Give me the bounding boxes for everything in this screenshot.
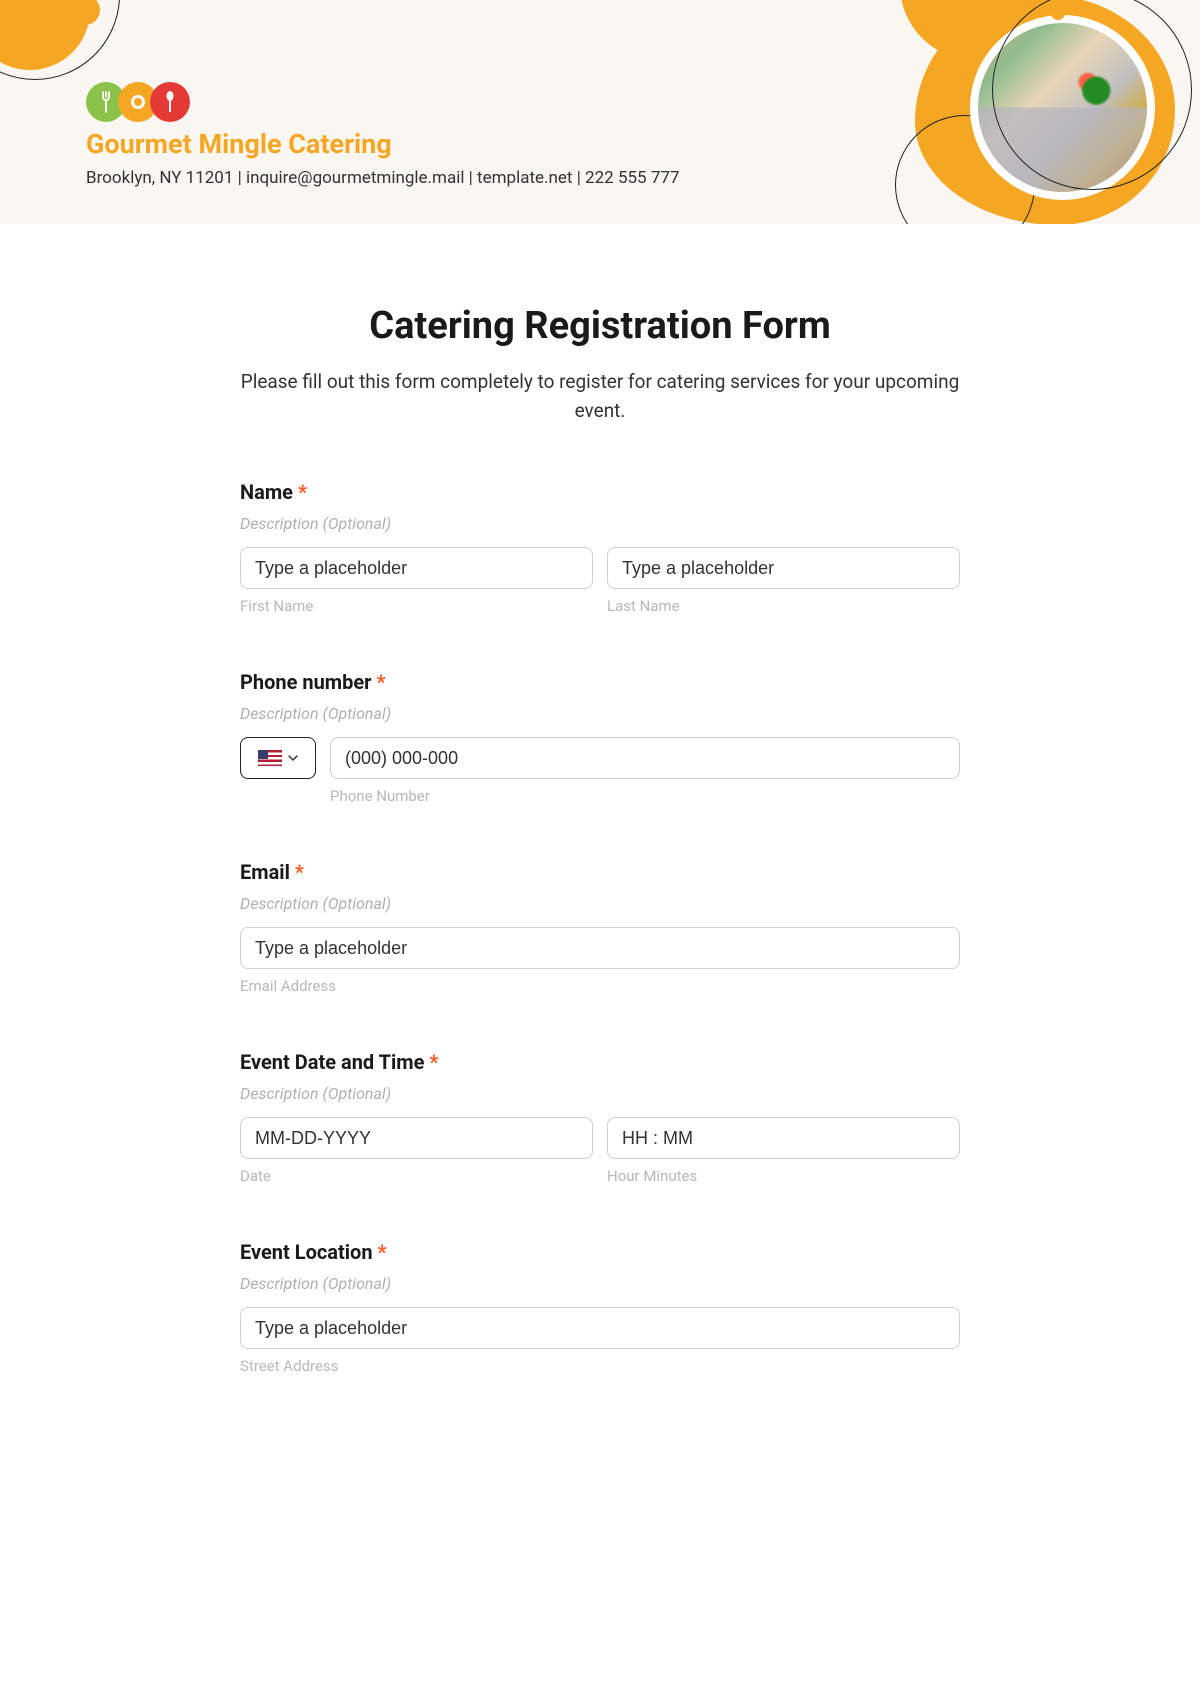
name-field-group: Name * Description (Optional) First Name… [240, 480, 960, 615]
country-code-select[interactable] [240, 737, 316, 779]
email-label-text: Email [240, 860, 290, 884]
required-mark: * [298, 480, 307, 504]
datetime-label-text: Event Date and Time [240, 1050, 424, 1074]
first-name-input[interactable] [240, 547, 593, 589]
email-description: Description (Optional) [240, 894, 960, 913]
required-mark: * [429, 1050, 438, 1074]
first-name-sublabel: First Name [240, 597, 593, 615]
time-sublabel: Hour Minutes [607, 1167, 960, 1185]
location-label-text: Event Location [240, 1240, 373, 1264]
required-mark: * [376, 670, 385, 694]
phone-number-input[interactable] [330, 737, 960, 779]
phone-field-group: Phone number * Description (Optional) Ph… [240, 670, 960, 805]
last-name-input[interactable] [607, 547, 960, 589]
logo-area: Gourmet Mingle Catering Brooklyn, NY 112… [86, 82, 679, 188]
name-label-text: Name [240, 480, 293, 504]
chevron-down-icon [288, 753, 298, 763]
street-address-sublabel: Street Address [240, 1357, 960, 1375]
form-title: Catering Registration Form [240, 304, 960, 348]
date-input[interactable] [240, 1117, 593, 1159]
phone-number-sublabel: Phone Number [330, 787, 960, 805]
phone-label: Phone number * [240, 670, 960, 694]
date-sublabel: Date [240, 1167, 593, 1185]
form-container: Catering Registration Form Please fill o… [190, 224, 1010, 1470]
email-input[interactable] [240, 927, 960, 969]
datetime-field-group: Event Date and Time * Description (Optio… [240, 1050, 960, 1185]
logo-icons [86, 82, 679, 122]
location-field-group: Event Location * Description (Optional) … [240, 1240, 960, 1375]
email-label: Email * [240, 860, 960, 884]
us-flag-icon [258, 750, 282, 766]
spoon-icon [150, 82, 190, 122]
header-banner: Gourmet Mingle Catering Brooklyn, NY 112… [0, 0, 1200, 224]
last-name-sublabel: Last Name [607, 597, 960, 615]
datetime-label: Event Date and Time * [240, 1050, 960, 1074]
email-field-group: Email * Description (Optional) Email Add… [240, 860, 960, 995]
name-label: Name * [240, 480, 960, 504]
required-mark: * [378, 1240, 387, 1264]
phone-description: Description (Optional) [240, 704, 960, 723]
decor-dot [1051, 6, 1065, 20]
datetime-description: Description (Optional) [240, 1084, 960, 1103]
phone-label-text: Phone number [240, 670, 371, 694]
decor-ring [0, 0, 120, 80]
location-description: Description (Optional) [240, 1274, 960, 1293]
name-description: Description (Optional) [240, 514, 960, 533]
email-sublabel: Email Address [240, 977, 960, 995]
required-mark: * [295, 860, 304, 884]
location-label: Event Location * [240, 1240, 960, 1264]
company-name: Gourmet Mingle Catering [86, 128, 679, 160]
company-info: Brooklyn, NY 11201 | inquire@gourmetming… [86, 168, 679, 188]
time-input[interactable] [607, 1117, 960, 1159]
street-address-input[interactable] [240, 1307, 960, 1349]
form-subtitle: Please fill out this form completely to … [240, 368, 960, 425]
